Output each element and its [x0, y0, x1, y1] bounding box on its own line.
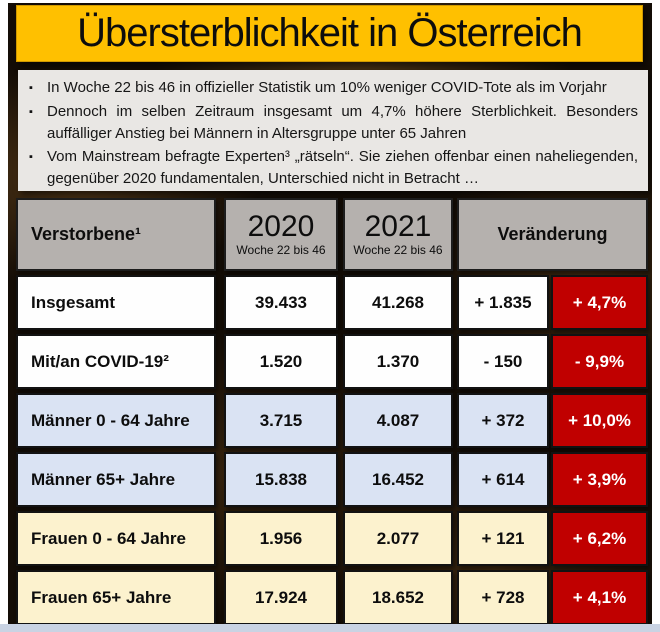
pct-cell: - 9,9% — [551, 334, 648, 389]
value-2021-cell: 4.087 — [343, 393, 453, 448]
pct-cell: + 4,1% — [551, 570, 648, 625]
value-2021-cell: 2.077 — [343, 511, 453, 566]
pct-cell: + 6,2% — [551, 511, 648, 566]
diff-cell: + 614 — [457, 452, 549, 507]
diff-cell: - 150 — [457, 334, 549, 389]
bullet-item: ▪ Vom Mainstream befragte Experten³ „rät… — [26, 146, 638, 189]
diff-cell: + 121 — [457, 511, 549, 566]
header-2020-subtitle: Woche 22 bis 46 — [236, 243, 326, 257]
value-2020-cell: 1.520 — [224, 334, 338, 389]
table-row-frauen-0-64: Frauen 0 - 64 Jahre 1.956 2.077 + 121 + … — [16, 511, 648, 566]
pct-cell: + 4,7% — [551, 275, 648, 330]
value-2021-cell: 41.268 — [343, 275, 453, 330]
header-change-cell: Veränderung — [457, 198, 648, 271]
row-label-cell: Insgesamt — [16, 275, 216, 330]
pct-cell: + 10,0% — [551, 393, 648, 448]
value-2021-cell: 1.370 — [343, 334, 453, 389]
bullet-square-icon: ▪ — [29, 82, 33, 94]
bullet-square-icon: ▪ — [29, 106, 33, 118]
diff-cell: + 1.835 — [457, 275, 549, 330]
mortality-table: Verstorbene¹ 2020 Woche 22 bis 46 2021 W… — [16, 198, 648, 629]
header-2020-cell: 2020 Woche 22 bis 46 — [224, 198, 338, 271]
bullet-text: Dennoch im selben Zeitraum insgesamt um … — [47, 103, 638, 142]
frame-right — [652, 0, 660, 632]
table-row-frauen-65: Frauen 65+ Jahre 17.924 18.652 + 728 + 4… — [16, 570, 648, 625]
frame-top — [0, 0, 660, 3]
header-2021-year: 2021 — [364, 210, 432, 243]
table-row-covid: Mit/an COVID-19² 1.520 1.370 - 150 - 9,9… — [16, 334, 648, 389]
row-label-cell: Frauen 65+ Jahre — [16, 570, 216, 625]
value-2020-cell: 17.924 — [224, 570, 338, 625]
header-deceased-cell: Verstorbene¹ — [16, 198, 216, 271]
diff-cell: + 372 — [457, 393, 549, 448]
value-2020-cell: 1.956 — [224, 511, 338, 566]
header-2020-year: 2020 — [247, 210, 315, 243]
summary-bullets-panel: ▪ In Woche 22 bis 46 in offizieller Stat… — [18, 70, 648, 191]
table-row-maenner-65: Männer 65+ Jahre 15.838 16.452 + 614 + 3… — [16, 452, 648, 507]
header-2021-subtitle: Woche 22 bis 46 — [353, 243, 443, 257]
table-row-insgesamt: Insgesamt 39.433 41.268 + 1.835 + 4,7% — [16, 275, 648, 330]
pct-cell: + 3,9% — [551, 452, 648, 507]
row-label-cell: Frauen 0 - 64 Jahre — [16, 511, 216, 566]
frame-left — [0, 0, 8, 632]
value-2020-cell: 39.433 — [224, 275, 338, 330]
diff-cell: + 728 — [457, 570, 549, 625]
row-label-cell: Männer 0 - 64 Jahre — [16, 393, 216, 448]
value-2021-cell: 16.452 — [343, 452, 453, 507]
table-header-row: Verstorbene¹ 2020 Woche 22 bis 46 2021 W… — [16, 198, 648, 271]
value-2021-cell: 18.652 — [343, 570, 453, 625]
bullet-text: Vom Mainstream befragte Experten³ „rätse… — [47, 148, 638, 187]
bullet-item: ▪ In Woche 22 bis 46 in offizieller Stat… — [26, 77, 638, 99]
row-label-cell: Männer 65+ Jahre — [16, 452, 216, 507]
bullet-text: In Woche 22 bis 46 in offizieller Statis… — [47, 79, 607, 96]
bullet-square-icon: ▪ — [29, 151, 33, 163]
header-2021-cell: 2021 Woche 22 bis 46 — [343, 198, 453, 271]
page-title: Übersterblichkeit in Österreich — [16, 5, 643, 62]
table-row-maenner-0-64: Männer 0 - 64 Jahre 3.715 4.087 + 372 + … — [16, 393, 648, 448]
bullet-item: ▪ Dennoch im selben Zeitraum insgesamt u… — [26, 101, 638, 144]
value-2020-cell: 3.715 — [224, 393, 338, 448]
row-label-cell: Mit/an COVID-19² — [16, 334, 216, 389]
frame-bottom — [0, 624, 660, 632]
value-2020-cell: 15.838 — [224, 452, 338, 507]
